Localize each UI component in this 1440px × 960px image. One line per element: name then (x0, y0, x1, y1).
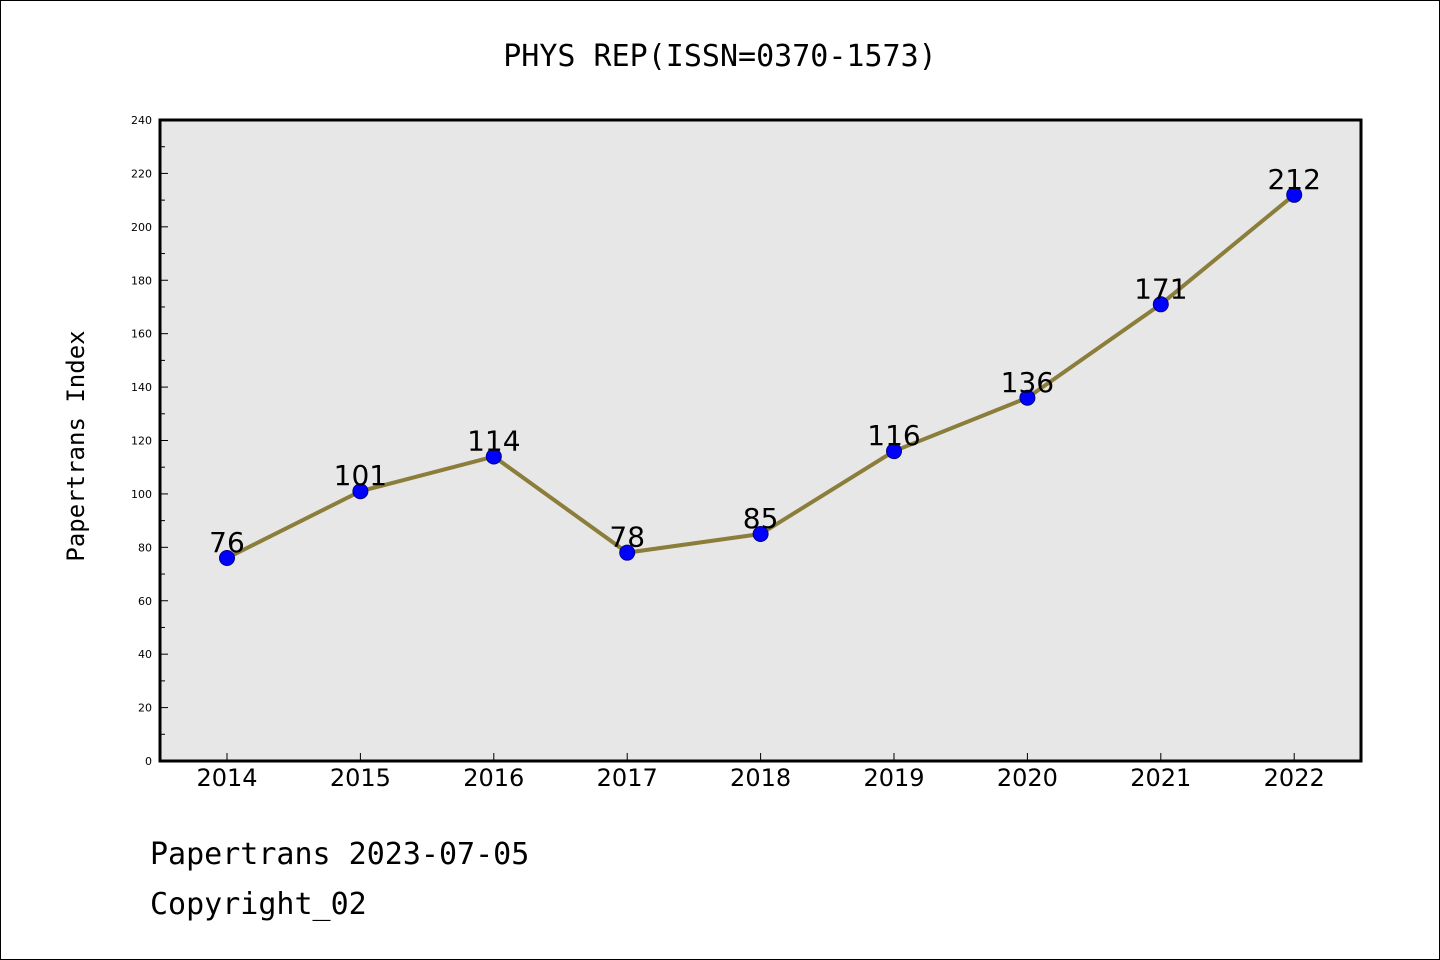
data-label: 171 (1134, 272, 1187, 305)
data-point (485, 448, 502, 465)
data-label: 85 (743, 502, 779, 535)
data-label: 116 (867, 419, 920, 452)
x-tick-label: 2022 (1264, 764, 1325, 792)
data-point (219, 550, 235, 567)
y-tick-label: 40 (138, 648, 152, 661)
data-point (1152, 296, 1169, 313)
y-axis-label: Papertrans Index (62, 330, 90, 561)
y-tick-label: 240 (131, 114, 152, 127)
x-tick-label: 2021 (1130, 764, 1191, 792)
data-point (1286, 186, 1303, 203)
data-point (619, 544, 636, 561)
plot-area (160, 120, 1361, 761)
series-layer: 76 101 114 78 85 116 136 171 212 (209, 163, 1321, 567)
data-label: 212 (1267, 163, 1320, 196)
data-point (886, 443, 902, 460)
data-point (352, 483, 369, 500)
x-tick-label: 2018 (730, 764, 791, 792)
y-tick-label: 180 (131, 274, 152, 287)
y-tick-label: 100 (131, 488, 152, 501)
x-tick-label: 2017 (597, 764, 658, 792)
x-tick-label: 2019 (863, 764, 924, 792)
y-tick-label: 140 (131, 381, 152, 394)
y-axis: 0 20 40 60 80 100 120 140 160 180 200 220 240 (131, 114, 168, 768)
x-tick-label: 2014 (196, 764, 257, 792)
x-tick-label: 2020 (997, 764, 1058, 792)
data-label: 114 (467, 425, 520, 458)
data-label: 78 (609, 521, 645, 554)
data-label: 136 (1001, 366, 1054, 399)
y-tick-label: 160 (131, 328, 152, 341)
y-tick-label: 60 (138, 595, 152, 608)
footer-copyright: Copyright_02 (150, 887, 367, 922)
y-tick-label: 80 (138, 541, 152, 554)
data-label: 101 (334, 459, 387, 492)
x-tick-label: 2015 (330, 764, 391, 792)
data-point (1019, 389, 1036, 406)
y-tick-label: 0 (145, 755, 152, 768)
footer-source: Papertrans 2023-07-05 (150, 837, 529, 872)
x-axis: 2014 2015 2016 2017 2018 2019 2020 2021 2022 (196, 753, 1325, 792)
y-tick-label: 20 (138, 702, 152, 715)
y-tick-label: 200 (131, 221, 152, 234)
chart-title: PHYS REP(ISSN=0370-1573) (503, 39, 936, 74)
x-tick-label: 2016 (463, 764, 524, 792)
y-tick-label: 120 (131, 435, 152, 448)
plot-border (158, 118, 1363, 763)
y-tick-label: 220 (131, 167, 152, 180)
data-label: 76 (209, 526, 245, 559)
data-point (752, 525, 769, 542)
